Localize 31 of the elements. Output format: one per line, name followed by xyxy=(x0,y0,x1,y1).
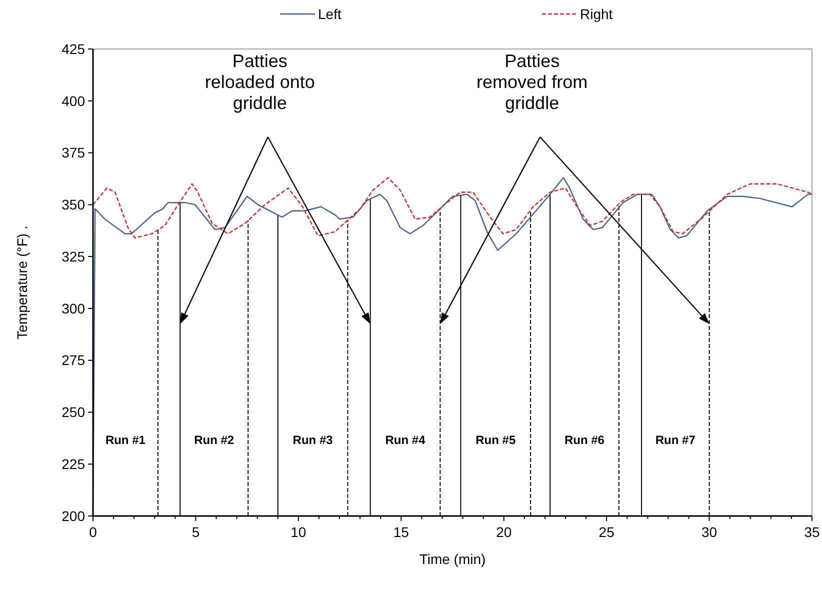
x-tick-label: 20 xyxy=(496,524,512,540)
y-tick-label: 225 xyxy=(62,456,86,472)
y-tick-label: 275 xyxy=(62,352,86,368)
y-tick-label: 325 xyxy=(62,248,86,264)
x-tick-label: 35 xyxy=(804,524,820,540)
annotation: Run #1 xyxy=(105,433,146,448)
x-tick-label: 15 xyxy=(393,524,410,540)
x-tick-label: 5 xyxy=(192,524,200,540)
y-tick-label: 200 xyxy=(62,508,86,524)
x-tick-label: 30 xyxy=(701,524,718,540)
x-tick-label: 0 xyxy=(89,524,98,540)
y-tick-label: 425 xyxy=(62,40,86,57)
legend-label: Right xyxy=(580,6,613,22)
y-tick-label: 375 xyxy=(62,144,86,161)
legend-label: Left xyxy=(318,6,342,22)
x-tick-label: 10 xyxy=(290,524,306,540)
x-axis-title: Time (min) xyxy=(419,551,486,567)
annotation: Patties reloaded onto griddle xyxy=(204,51,315,113)
y-tick-label: 400 xyxy=(62,92,86,109)
y-axis-title: Temperature (°F) . xyxy=(14,226,30,340)
annotation: Run #6 xyxy=(564,433,605,448)
y-tick-label: 350 xyxy=(62,196,86,213)
annotation: Patties removed from griddle xyxy=(476,51,588,113)
annotation: Run #7 xyxy=(655,433,696,448)
annotation: Run #4 xyxy=(385,433,426,448)
annotation: Run #2 xyxy=(194,433,234,448)
x-tick-label: 25 xyxy=(598,524,615,540)
annotation: Run #5 xyxy=(476,433,516,448)
y-tick-label: 250 xyxy=(62,404,86,420)
y-tick-label: 300 xyxy=(62,300,86,316)
annotation: Run #3 xyxy=(292,433,334,448)
